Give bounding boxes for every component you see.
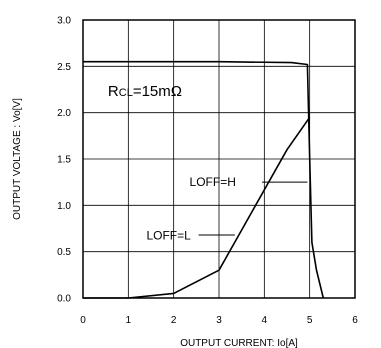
rcl-subscript: CL — [119, 87, 133, 99]
x-tick-label: 5 — [307, 315, 313, 326]
y-axis-title: OUTPUT VOLTAGE : Vo[V] — [12, 98, 23, 220]
y-tick-label: 2.5 — [57, 62, 71, 73]
y-tick-label: 0.5 — [57, 247, 71, 258]
x-tick-label: 1 — [126, 315, 132, 326]
x-tick-label: 6 — [352, 315, 358, 326]
x-tick-labels: 0 1 2 3 4 5 6 — [80, 315, 358, 326]
x-tick-label: 0 — [80, 315, 86, 326]
series-line-loff-l — [83, 116, 311, 299]
rcl-annotation: RCL=15mΩ — [108, 83, 182, 100]
x-axis-title: OUTPUT CURRENT: Io[A] — [180, 338, 298, 348]
y-tick-label: 3.0 — [57, 16, 71, 27]
plot-frame — [82, 19, 356, 299]
loff-h-label: LOFF=H — [190, 175, 236, 189]
x-tick-label: 2 — [171, 315, 177, 326]
y-tick-label: 0.0 — [57, 294, 71, 305]
loff-l-label: LOFF=L — [146, 229, 191, 243]
y-tick-label: 1.5 — [57, 155, 71, 166]
rcl-value: =15mΩ — [133, 83, 182, 100]
series-line-loff-h — [83, 60, 325, 299]
x-tick-label: 4 — [262, 315, 268, 326]
y-tick-label: 1.0 — [57, 201, 71, 212]
y-tick-labels: 0.0 0.5 1.0 1.5 2.0 2.5 3.0 — [57, 16, 71, 305]
rcl-main: R — [108, 83, 119, 100]
y-tick-label: 2.0 — [57, 108, 71, 119]
x-tick-label: 3 — [216, 315, 222, 326]
